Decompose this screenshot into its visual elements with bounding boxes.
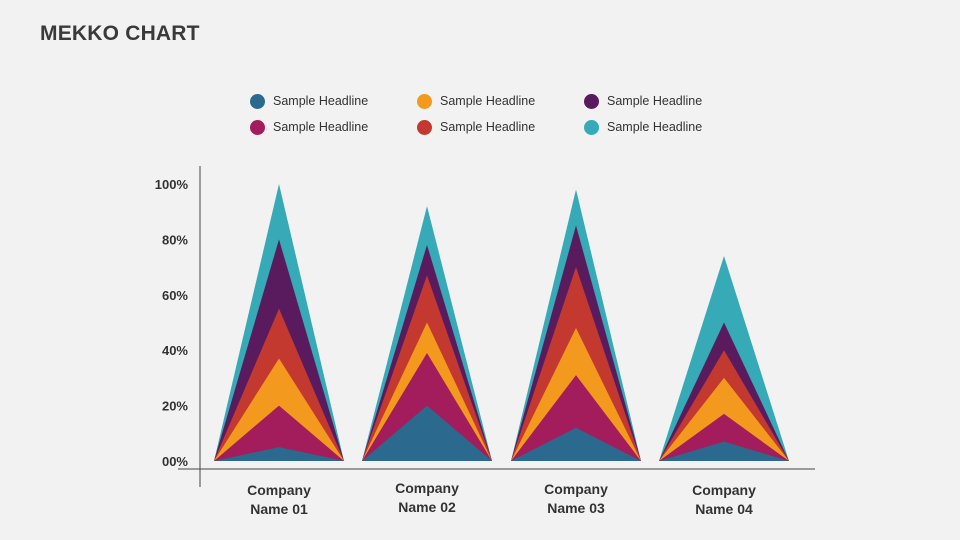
legend-label: Sample Headline [607,120,703,134]
legend-label: Sample Headline [607,94,703,108]
category-label-02: Company Name 02 [367,479,487,517]
category-label-line: Company [692,482,756,498]
y-tick-label: 40% [162,343,188,358]
peak-layer-1-company-1 [214,447,344,461]
page-title: MEKKO CHART [40,22,200,45]
category-label-line: Company [395,480,459,496]
legend-swatch [250,119,265,135]
category-label-01: Company Name 01 [219,481,339,519]
peak-layer-2-company-4 [659,413,789,461]
category-label-line: Company [247,482,311,498]
y-tick-label: 00% [162,454,188,469]
peak-layer-2-company-3 [511,375,641,461]
legend-swatch [584,119,599,135]
legend-item: Sample Headline [584,92,751,110]
y-tick-label: 100% [155,177,189,192]
legend-item: Sample Headline [417,118,584,136]
category-label-line: Name 03 [547,500,605,516]
legend-label: Sample Headline [440,120,536,134]
legend-swatch [417,93,432,109]
legend-label: Sample Headline [273,120,369,134]
y-tick-label: 20% [162,399,188,414]
y-tick-label: 80% [162,232,188,247]
y-tick-label: 60% [162,288,188,303]
legend-label: Sample Headline [440,94,536,108]
legend-swatch [417,119,432,135]
category-label-line: Name 04 [695,501,753,517]
chart-legend: Sample Headline Sample Headline Sample H… [250,92,751,136]
peak-layer-1-company-4 [659,441,789,461]
chart-peaks [214,184,789,462]
category-label-line: Company [544,481,608,497]
legend-label: Sample Headline [273,94,369,108]
category-label-04: Company Name 04 [664,481,784,519]
category-label-line: Name 01 [250,501,308,517]
legend-item: Sample Headline [250,92,417,110]
y-axis-ticks: 00% 20% 40% 60% 80% 100% [155,177,189,469]
legend-swatch [584,93,599,109]
peak-layer-1-company-2 [362,405,492,461]
legend-swatch [250,93,265,109]
peak-layer-2-company-1 [214,405,344,461]
legend-item: Sample Headline [250,118,417,136]
legend-item: Sample Headline [417,92,584,110]
category-label-03: Company Name 03 [516,480,636,518]
category-label-line: Name 02 [398,499,456,515]
legend-item: Sample Headline [584,118,751,136]
peak-layer-1-company-3 [511,427,641,461]
